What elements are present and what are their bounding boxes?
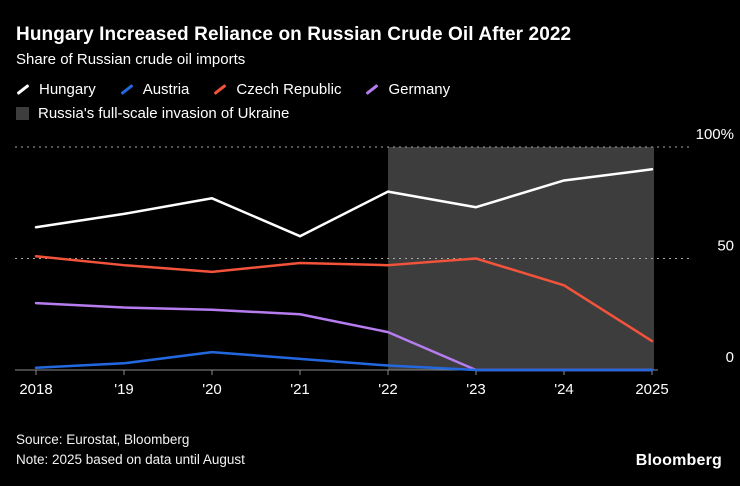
bloomberg-logo: Bloomberg (635, 452, 722, 469)
legend-item-invasion: Russia's full-scale invasion of Ukraine (16, 105, 289, 122)
legend-swatch (120, 83, 134, 95)
line-chart: 0 50 100% 2018 '19 '20 '21 '22 '23 '24 2025 (15, 126, 734, 398)
y-tick-label: 100% (696, 126, 734, 143)
series-line-hungary (34, 167, 654, 238)
y-tick-label: 0 (726, 349, 734, 366)
legend-item-hungary: Hungary (16, 81, 96, 98)
chart-subtitle: Share of Russian crude oil imports (16, 50, 246, 68)
legend-label: Hungary (39, 80, 96, 98)
legend-label: Austria (142, 80, 190, 98)
legend-region: Russia's full-scale invasion of Ukraine (16, 105, 724, 122)
legend-region-label: Russia's full-scale invasion of Ukraine (38, 104, 290, 122)
legend-label: Czech Republic (236, 80, 342, 98)
x-tick-label: '21 (290, 381, 310, 398)
x-tick-label: '19 (114, 381, 134, 398)
source-note: Source: Eurostat, Bloomberg Note: 2025 b… (16, 430, 245, 471)
legend-item-czech-republic: Czech Republic (213, 81, 341, 98)
note-line: Note: 2025 based on data until August (16, 451, 245, 467)
x-tick-label: '24 (554, 381, 574, 398)
y-tick-label: 50 (717, 237, 734, 254)
x-tick-label: '22 (378, 381, 398, 398)
x-tick-label: '20 (202, 381, 222, 398)
x-tick-label: '23 (466, 381, 486, 398)
legend: Hungary Austria Czech Republic Germany (16, 81, 724, 98)
legend-label: Germany (388, 80, 451, 98)
source-line: Source: Eurostat, Bloomberg (16, 431, 190, 447)
series-line-austria (34, 350, 654, 372)
x-tick-label: 2018 (19, 381, 52, 398)
legend-item-austria: Austria (120, 80, 190, 98)
series-line-czech-republic (34, 254, 654, 343)
x-tick-label: 2025 (635, 381, 668, 398)
legend-swatch (213, 83, 227, 95)
legend-swatch (366, 83, 379, 95)
invasion-region-swatch (16, 106, 29, 120)
legend-item-germany: Germany (365, 81, 450, 98)
legend-swatch (16, 83, 30, 95)
chart-title: Hungary Increased Reliance on Russian Cr… (16, 24, 572, 45)
